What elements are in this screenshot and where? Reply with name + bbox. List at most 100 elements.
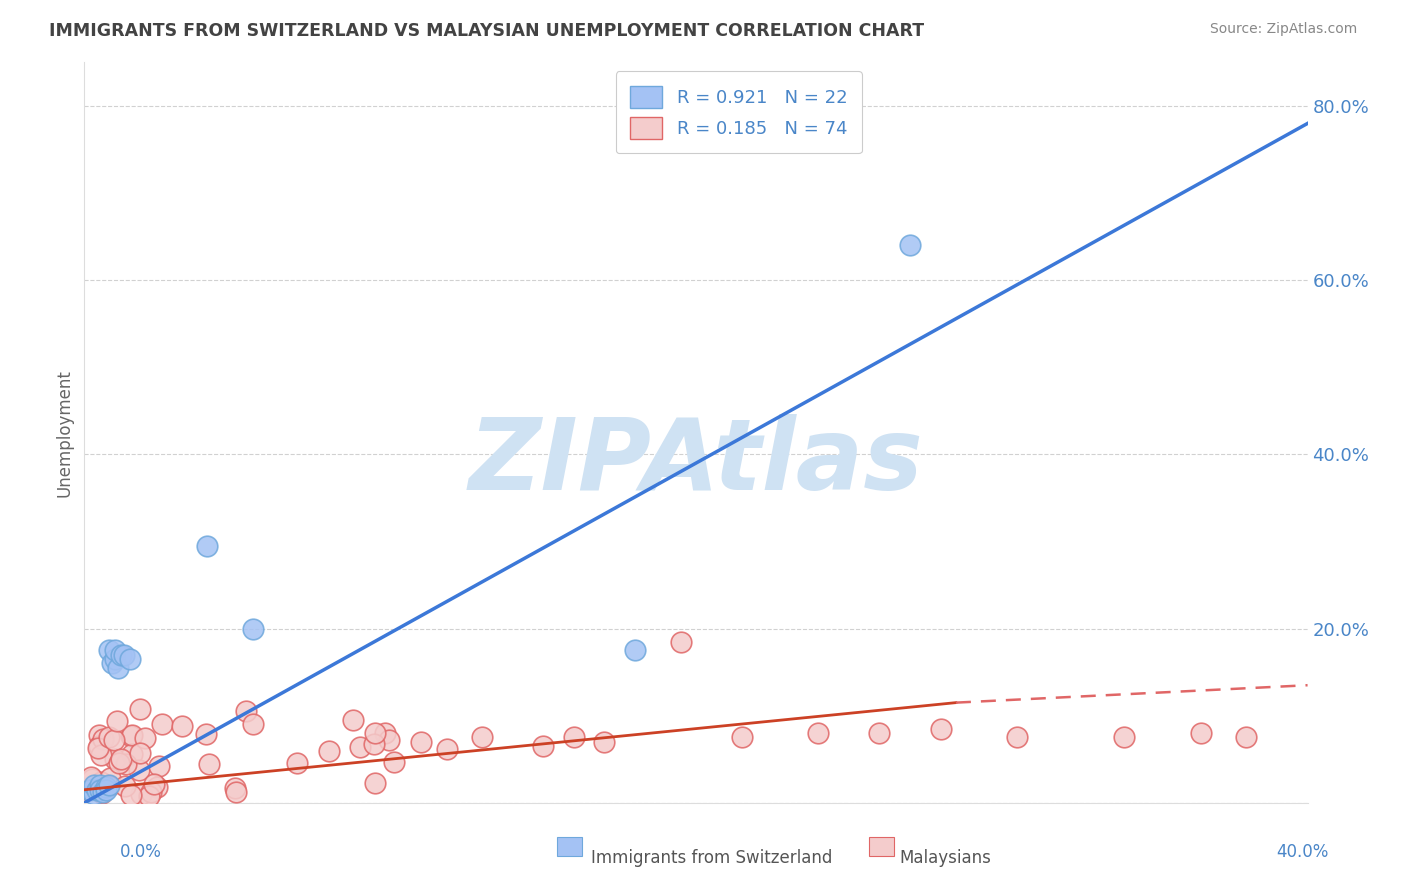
Point — [104, 752, 127, 766]
Point — [364, 775, 387, 789]
Point — [170, 719, 193, 733]
Point — [142, 777, 165, 791]
Point — [90, 748, 112, 763]
Text: ZIPAtlas: ZIPAtlas — [468, 414, 924, 511]
Bar — [557, 837, 582, 856]
Point — [97, 643, 120, 657]
Point — [287, 756, 309, 770]
Point — [235, 705, 257, 719]
Point — [79, 782, 101, 797]
Point — [98, 771, 121, 785]
Point — [349, 739, 371, 754]
Point — [378, 733, 401, 747]
Point — [198, 757, 221, 772]
Point — [87, 728, 110, 742]
Point — [80, 770, 103, 784]
Point — [374, 726, 396, 740]
Point — [624, 643, 647, 657]
Point — [669, 634, 692, 648]
Text: Source: ZipAtlas.com: Source: ZipAtlas.com — [1209, 22, 1357, 37]
Point — [104, 643, 127, 657]
Point — [593, 735, 616, 749]
Point — [97, 778, 120, 792]
Point — [128, 763, 150, 777]
Point — [224, 780, 246, 795]
Point — [94, 780, 117, 794]
Point — [91, 786, 114, 800]
Point — [562, 731, 585, 745]
Point — [120, 789, 142, 803]
Point — [108, 756, 131, 770]
Point — [382, 756, 405, 770]
Point — [364, 726, 387, 740]
Point — [97, 780, 120, 794]
Point — [90, 774, 112, 789]
Point — [531, 739, 554, 754]
Point — [150, 717, 173, 731]
Point — [112, 648, 135, 662]
Point — [129, 787, 152, 801]
Point — [107, 661, 129, 675]
Point — [138, 789, 160, 804]
Point — [120, 730, 142, 744]
Point — [898, 238, 921, 252]
Point — [80, 772, 103, 786]
Point — [101, 657, 124, 671]
Point — [121, 728, 143, 742]
Point — [1005, 731, 1028, 745]
Text: 40.0%: 40.0% — [1277, 843, 1329, 861]
Point — [86, 740, 108, 755]
Point — [89, 778, 111, 792]
Point — [318, 743, 340, 757]
Point — [342, 713, 364, 727]
Point — [409, 735, 432, 749]
Point — [146, 780, 169, 795]
Point — [89, 782, 111, 797]
Text: 0.0%: 0.0% — [120, 843, 162, 861]
Point — [86, 782, 108, 797]
Legend: R = 0.921   N = 22, R = 0.185   N = 74: R = 0.921 N = 22, R = 0.185 N = 74 — [616, 71, 862, 153]
Point — [94, 782, 117, 797]
Point — [195, 727, 218, 741]
Point — [77, 783, 100, 797]
Point — [242, 622, 264, 636]
Point — [91, 785, 114, 799]
Point — [929, 722, 952, 736]
Point — [120, 652, 142, 666]
Point — [87, 739, 110, 753]
Point — [807, 726, 830, 740]
Point — [110, 648, 132, 662]
Point — [83, 787, 105, 801]
Point — [1189, 726, 1212, 740]
Point — [104, 652, 127, 666]
Text: IMMIGRANTS FROM SWITZERLAND VS MALAYSIAN UNEMPLOYMENT CORRELATION CHART: IMMIGRANTS FROM SWITZERLAND VS MALAYSIAN… — [49, 22, 924, 40]
Point — [121, 747, 143, 761]
Point — [134, 731, 156, 746]
Point — [225, 785, 247, 799]
Text: Immigrants from Switzerland: Immigrants from Switzerland — [591, 849, 832, 867]
Point — [115, 757, 138, 772]
Point — [148, 759, 170, 773]
Point — [869, 726, 891, 740]
Point — [103, 733, 125, 747]
Point — [105, 714, 128, 729]
Point — [139, 785, 162, 799]
Point — [114, 779, 136, 793]
Bar — [869, 837, 894, 856]
Point — [471, 731, 494, 745]
Point — [1236, 731, 1258, 745]
Point — [195, 539, 218, 553]
Point — [128, 746, 150, 760]
Point — [731, 731, 754, 745]
Point — [242, 717, 264, 731]
Point — [97, 730, 120, 744]
Point — [363, 737, 385, 751]
Point — [91, 732, 114, 747]
Point — [129, 702, 152, 716]
Y-axis label: Unemployment: Unemployment — [55, 368, 73, 497]
Point — [110, 752, 132, 766]
Point — [83, 778, 105, 792]
Point — [436, 742, 458, 756]
Point — [1114, 731, 1136, 745]
Text: Malaysians: Malaysians — [900, 849, 991, 867]
